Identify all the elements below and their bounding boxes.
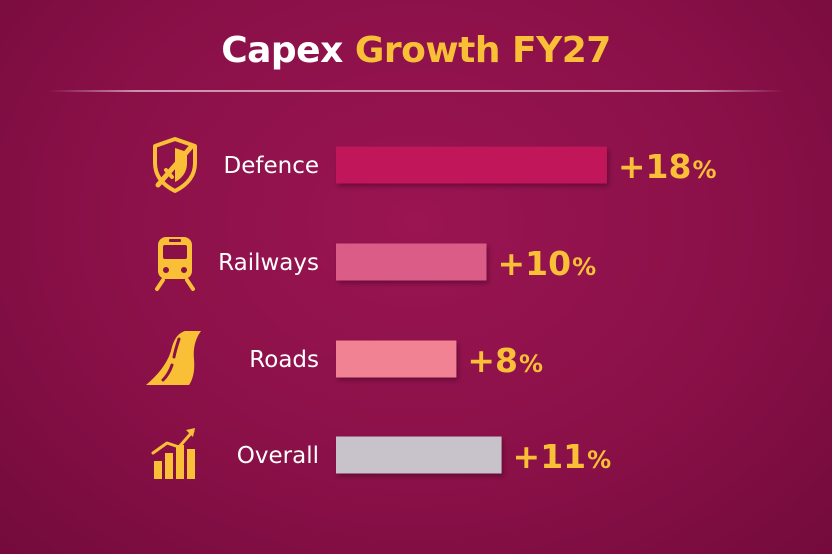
value-label-roads: +8% [467, 341, 543, 380]
chart-title: Capex Growth FY27 [0, 30, 832, 71]
train-icon [155, 237, 195, 291]
bar-overall [336, 436, 502, 474]
bar-railways [336, 243, 487, 281]
value-label-overall: +11% [513, 437, 612, 476]
title-part-2: Growth FY27 [354, 30, 611, 71]
title-divider [48, 90, 784, 92]
title-part-1: Capex [221, 30, 343, 71]
shield-sword-icon [153, 137, 197, 193]
category-label-defence: Defence [224, 153, 319, 179]
value-label-defence: +18% [618, 147, 717, 186]
bar-roads [336, 340, 457, 378]
category-label-railways: Railways [218, 250, 319, 276]
growth-chart-icon [151, 428, 195, 479]
category-label-overall: Overall [237, 443, 319, 469]
category-label-roads: Roads [249, 347, 319, 373]
value-label-railways: +10% [498, 244, 597, 283]
bar-defence [336, 146, 607, 184]
road-icon [146, 331, 201, 385]
